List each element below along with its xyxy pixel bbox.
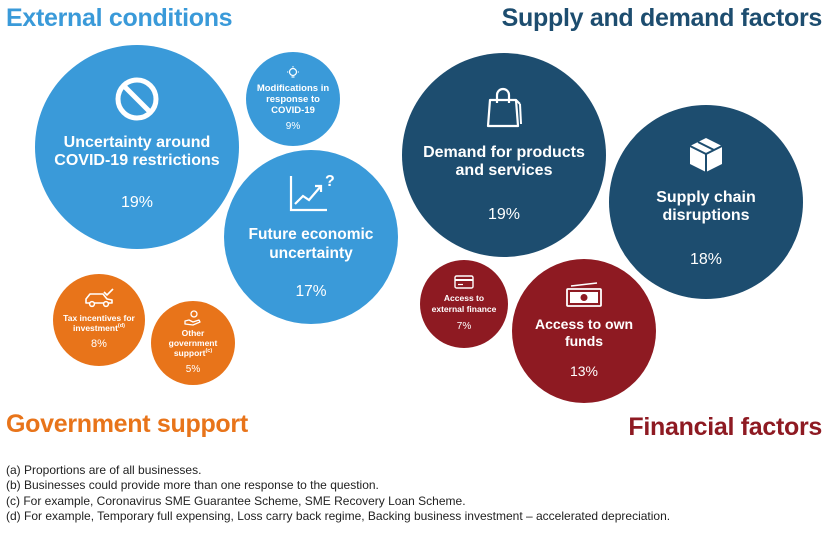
bubble-value: 13%: [569, 363, 599, 380]
label-line: government: [168, 337, 218, 348]
bubble-future-uncertainty: ? Future economic uncertainty 17%: [224, 150, 398, 324]
car-check-icon: [85, 288, 114, 308]
heading-supply-demand: Supply and demand factors: [501, 4, 823, 32]
label-line: Supply chain: [656, 188, 756, 206]
label-line: and services: [455, 162, 553, 180]
bubble-supply-chain: Supply chain disruptions 18%: [609, 105, 803, 299]
label-line: uncertainty: [269, 244, 353, 262]
label-line: external finance: [431, 303, 497, 314]
bubble-value: 19%: [487, 206, 521, 224]
bubble-other-government: Other government support(c) 5%: [151, 301, 235, 385]
bubble-demand: Demand for products and services 19%: [402, 53, 606, 257]
label-line: COVID-19 restrictions: [54, 152, 220, 170]
label-line: Future economic: [248, 226, 374, 244]
label-line: Modifications in: [256, 82, 330, 94]
footnote-marker: (c): [205, 348, 213, 355]
bubble-covid-modifications: Modifications in response to COVID-19 9%: [246, 52, 340, 146]
footnote: (a) Proportions are of all businesses.: [6, 463, 202, 477]
footnote: (d) For example, Temporary full expensin…: [6, 508, 671, 523]
label-line: funds: [564, 332, 604, 349]
bubble-value: 5%: [185, 364, 201, 376]
label-line: Access to own: [534, 316, 634, 333]
label-line: response to: [266, 93, 320, 105]
package-box-icon: [689, 137, 723, 172]
footnote: (c) For example, Coronavirus SME Guarant…: [6, 493, 466, 508]
bubble-covid-restrictions: Uncertainty around COVID-19 restrictions…: [35, 45, 239, 249]
footnotes: (a) Proportions are of all businesses. (…: [6, 463, 670, 524]
hand-coin-icon: [184, 310, 201, 326]
footnote-marker: (d): [117, 323, 125, 330]
label-line: Uncertainty around: [63, 133, 211, 151]
bubble-value: 17%: [295, 282, 327, 300]
bubble-value: 19%: [120, 194, 154, 212]
label-line: investment: [73, 323, 118, 334]
bubble-value: 9%: [285, 121, 301, 133]
bubble-value: 18%: [689, 251, 723, 269]
label-line: Access to: [443, 293, 485, 304]
bubble-value: 7%: [456, 320, 472, 332]
bubble-value: 8%: [91, 338, 107, 351]
footnote: (b) Businesses could provide more than o…: [6, 478, 379, 493]
heading-external-conditions: External conditions: [6, 4, 233, 32]
heading-financial-factors: Financial factors: [628, 413, 822, 441]
label-line: support: [173, 348, 206, 358]
label-line: Other: [181, 327, 205, 338]
rising-chart-question-icon: ?: [289, 173, 335, 212]
heading-government-support: Government support: [6, 410, 248, 438]
no-entry-icon: [115, 77, 159, 121]
label-line: Demand for products: [423, 143, 585, 161]
bubble-external-finance: Access to external finance 7%: [420, 260, 508, 348]
label-line: disruptions: [662, 207, 750, 225]
banknote-icon: [566, 282, 602, 307]
bubble-tax-incentives: Tax incentives for investment(d) 8%: [53, 274, 145, 366]
label-line: Tax incentives for: [63, 313, 135, 324]
credit-card-icon: [454, 275, 474, 290]
label-line: COVID-19: [271, 105, 315, 117]
svg-text:?: ?: [325, 173, 335, 190]
shopping-bag-icon: [486, 87, 522, 127]
lightbulb-icon: [287, 65, 299, 78]
bubble-own-funds: Access to own funds 13%: [512, 259, 656, 403]
